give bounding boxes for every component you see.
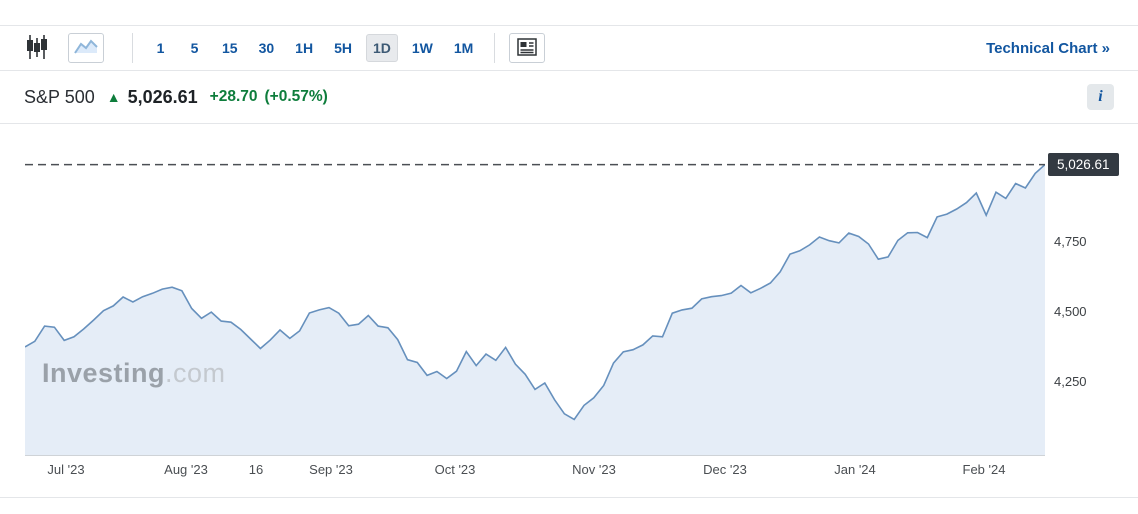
area-chart-type-button[interactable] [68, 33, 104, 63]
timeframe-button-15[interactable]: 15 [215, 34, 245, 62]
toolbar-separator [132, 33, 133, 63]
price-change: +28.70 [209, 88, 258, 105]
price-area-fill [25, 164, 1045, 455]
timeframe-button-1w[interactable]: 1W [405, 34, 440, 62]
timeframe-button-1m[interactable]: 1M [447, 34, 480, 62]
timeframe-button-30[interactable]: 30 [252, 34, 282, 62]
technical-chart-link[interactable]: Technical Chart » [986, 39, 1110, 57]
news-icon [517, 37, 538, 59]
x-axis-tick-label: Nov '23 [572, 462, 616, 477]
x-axis-tick-label: Sep '23 [309, 462, 353, 477]
last-price: 5,026.61 [127, 86, 198, 107]
last-price-tag: 5,026.61 [1048, 153, 1119, 176]
toolbar-separator [494, 33, 496, 63]
price-line [25, 164, 1045, 421]
timeframe-button-1h[interactable]: 1H [288, 34, 320, 62]
widget-top-border [0, 25, 1138, 26]
up-arrow-icon: ▲ [106, 89, 121, 105]
instrument-header: S&P 500 ▲ 5,026.61 +28.70 (+0.57%) i [0, 71, 1138, 124]
y-axis-tick-label: 4,750 [1054, 234, 1087, 249]
info-button[interactable]: i [1087, 84, 1114, 110]
watermark-light-text: .com [165, 358, 226, 388]
investing-watermark: Investing.com [42, 358, 226, 389]
x-axis-tick-label: Jul '23 [47, 462, 85, 477]
widget-bottom-border [0, 497, 1138, 498]
area-chart-icon [74, 38, 98, 58]
y-axis-tick-label: 4,250 [1054, 374, 1087, 389]
x-axis-tick-label: Feb '24 [962, 462, 1006, 477]
timeframe-button-5h[interactable]: 5H [327, 34, 359, 62]
y-axis-tick-label: 4,500 [1054, 304, 1087, 319]
x-axis-tick-label: Jan '24 [834, 462, 876, 477]
timeframe-button-5[interactable]: 5 [181, 34, 208, 62]
x-axis-tick-label: 16 [248, 462, 264, 477]
x-axis-line [25, 455, 1045, 456]
watermark-bold-text: Investing [42, 358, 166, 388]
chart-toolbar: 1 5 15 30 1H 5H 1D 1W 1M Technical Chart » [0, 26, 1138, 71]
timeframe-button-1d[interactable]: 1D [365, 34, 398, 62]
timeframe-group: 1 5 15 30 1H 5H 1D 1W 1M [147, 34, 480, 62]
instrument-name: S&P 500 [24, 86, 95, 107]
x-axis-tick-label: Oct '23 [434, 462, 476, 477]
x-axis-tick-label: Aug '23 [164, 462, 208, 477]
candlestick-chart-button[interactable] [24, 32, 50, 65]
price-plot-area[interactable] [25, 130, 1045, 455]
x-axis-tick-label: Dec '23 [703, 462, 747, 477]
candlestick-icon [26, 34, 48, 63]
news-panel-button[interactable] [509, 33, 546, 63]
price-change-percent: (+0.57%) [264, 88, 328, 105]
timeframe-button-1[interactable]: 1 [147, 34, 174, 62]
